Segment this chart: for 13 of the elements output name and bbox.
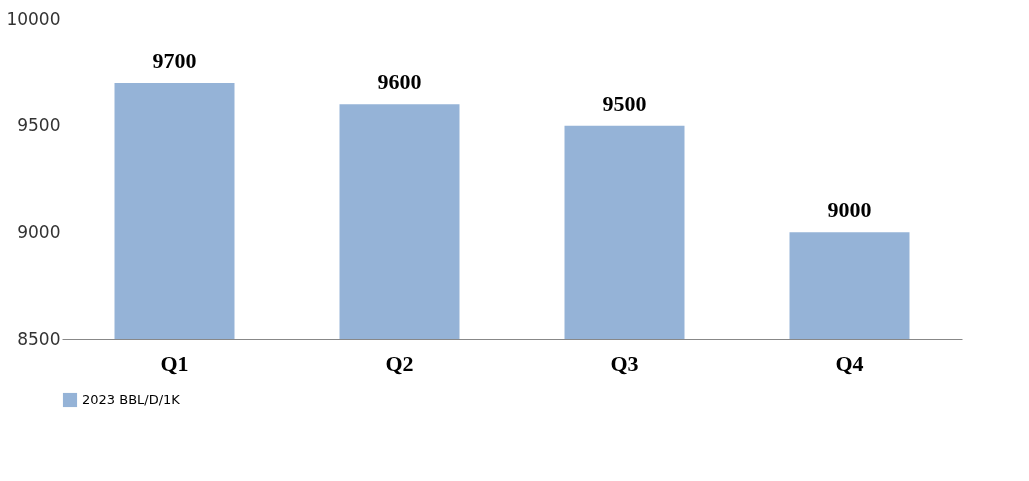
- y-tick-label: 8500: [17, 328, 61, 349]
- x-tick-label: Q1: [160, 350, 189, 376]
- data-label: 9600: [377, 69, 422, 95]
- legend-label: 2023 BBL/D/1K: [82, 392, 181, 407]
- data-label: 9500: [602, 90, 647, 116]
- x-tick-label: Q3: [610, 350, 639, 376]
- y-tick-label: 9000: [17, 221, 61, 242]
- data-label: 9000: [827, 197, 872, 223]
- data-label: 9700: [152, 48, 197, 73]
- x-tick-label: Q4: [835, 350, 864, 376]
- y-tick-label: 9500: [17, 115, 61, 136]
- y-tick-label: 10000: [6, 8, 61, 29]
- x-tick-label: Q2: [385, 350, 414, 376]
